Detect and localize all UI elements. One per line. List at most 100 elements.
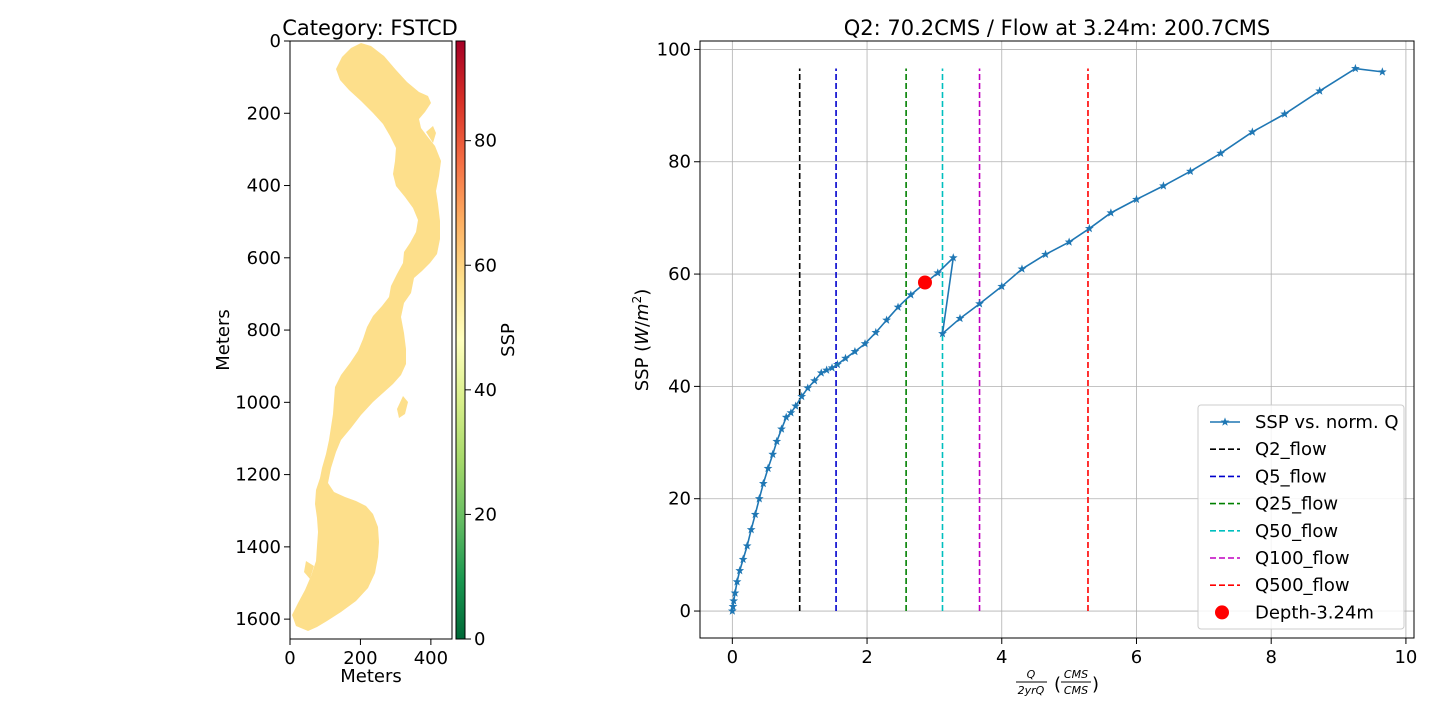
colorbar-label: SSP xyxy=(498,323,519,357)
heatmap-x-tick-label: 0 xyxy=(284,648,295,669)
series-ssp-line xyxy=(731,67,1383,612)
y-tick-label: 80 xyxy=(668,152,691,173)
legend-label: Q2_flow xyxy=(1255,439,1327,460)
heatmap-x-tick-label: 400 xyxy=(414,648,448,669)
x-tick-label: 4 xyxy=(996,647,1007,668)
series-ssp-point xyxy=(797,391,807,401)
series-ssp-point xyxy=(803,383,813,392)
series-ssp-point xyxy=(1132,194,1141,204)
colorbar: 0 20 40 60 80 SSP xyxy=(455,40,519,650)
heatmap-panel: Category: FSTCD 0 200 400 0200400600800100… xyxy=(213,16,519,687)
series-ssp-point xyxy=(777,424,786,433)
series-ssp-point xyxy=(948,253,958,262)
series-ssp-point xyxy=(997,281,1007,291)
legend-item-q5-flow: Q5_flow xyxy=(1210,466,1327,487)
heatmap-y-tick-label: 1600 xyxy=(235,609,281,630)
series-ssp-point xyxy=(750,509,760,519)
series-ssp-point xyxy=(746,525,756,534)
heatmap-plot-area xyxy=(289,40,453,640)
series-ssp-point xyxy=(1377,67,1387,76)
series-ssp-point xyxy=(841,353,850,363)
series-ssp-point xyxy=(732,577,742,586)
legend-label: SSP vs. norm. Q xyxy=(1255,412,1399,433)
legend-label: Q5_flow xyxy=(1255,466,1327,487)
heatmap-region-islet-south xyxy=(304,561,314,579)
heatmap-x-tick-label: 200 xyxy=(343,648,377,669)
line-chart-x-axis: 0 2 4 6 8 10 xyxy=(727,638,1417,668)
x-tick-label: 6 xyxy=(1131,647,1142,668)
heatmap-axes-frame xyxy=(289,40,453,640)
heatmap-y-axis-label: Meters xyxy=(213,309,234,371)
legend-star-swatch xyxy=(1220,417,1230,426)
heatmap-x-axis-label: Meters xyxy=(340,666,402,687)
y-tick-label: 0 xyxy=(680,601,691,622)
x-tick-label: 2 xyxy=(861,647,872,668)
x-label-denominator: 2yrQ xyxy=(1018,684,1045,697)
line-chart-y-axis-label: SSP (W/m2) xyxy=(630,289,653,392)
x-label-open-paren: ( xyxy=(1054,674,1061,695)
series-ssp-point xyxy=(1315,86,1325,95)
series-ssp-point xyxy=(735,566,745,575)
series-ssp-point xyxy=(738,554,748,564)
line-chart-title: Q2: 70.2CMS / Flow at 3.24m: 200.7CMS xyxy=(844,16,1271,40)
y-tick-label: 20 xyxy=(668,489,691,510)
legend-item-q500-flow: Q500_flow xyxy=(1210,575,1350,596)
series-ssp-point xyxy=(754,494,764,503)
series-ssp-point xyxy=(729,596,739,605)
series-ssp-point xyxy=(827,363,837,372)
heatmap-y-tick-label: 1200 xyxy=(235,465,281,486)
legend-label: Q100_flow xyxy=(1255,548,1350,569)
x-label-unit-denominator: CMS xyxy=(1064,684,1088,697)
series-ssp-point xyxy=(1041,249,1050,259)
colorbar-tick-label: 60 xyxy=(474,255,497,276)
series-ssp-point xyxy=(933,268,943,277)
x-label-close-paren: ) xyxy=(1092,674,1099,695)
x-label-unit-numerator: CMS xyxy=(1064,668,1088,681)
series-ssp-point xyxy=(810,376,819,385)
y-tick-label: 40 xyxy=(668,376,691,397)
series-ssp-point xyxy=(1017,264,1027,273)
heatmap-region xyxy=(292,43,441,631)
series-ssp-point xyxy=(742,541,752,550)
heatmap-y-tick-label: 400 xyxy=(247,176,281,197)
series-ssp-point xyxy=(1185,166,1195,176)
series-ssp-point xyxy=(860,339,870,348)
series-ssp-point xyxy=(882,315,891,324)
heatmap-y-tick-label: 1000 xyxy=(235,392,281,413)
line-chart-x-axis-label: Q 2yrQ ( CMS CMS ) xyxy=(1016,668,1099,697)
x-tick-label: 0 xyxy=(727,647,738,668)
legend-box xyxy=(1197,404,1405,630)
colorbar-tick-label: 40 xyxy=(474,380,497,401)
heatmap-y-tick-label: 200 xyxy=(247,103,281,124)
depth-marker-point xyxy=(917,275,932,290)
x-label-numerator: Q xyxy=(1027,668,1036,681)
series-ssp-point xyxy=(906,290,916,299)
series-ssp-point xyxy=(781,412,791,422)
series-ssp-point xyxy=(850,346,860,356)
heatmap-y-axis: 0 200 400 600 800 1000 1200 1400 1600 xyxy=(235,31,290,630)
heatmap-title: Category: FSTCD xyxy=(282,16,458,40)
heatmap-y-tick-label: 800 xyxy=(247,320,281,341)
line-chart-y-axis: 0 20 40 60 80 100 xyxy=(657,39,700,622)
heatmap-region-side-channel xyxy=(426,126,436,143)
series-ssp-point xyxy=(786,408,796,417)
heatmap-y-tick-label: 600 xyxy=(247,248,281,269)
series-ssp-point xyxy=(975,299,984,308)
colorbar-tick-label: 0 xyxy=(474,629,485,650)
x-tick-label: 10 xyxy=(1394,647,1417,668)
series-ssp-point xyxy=(772,436,782,446)
x-tick-label: 8 xyxy=(1265,647,1276,668)
colorbar-gradient xyxy=(455,40,466,640)
series-ssp-point xyxy=(1064,237,1074,246)
legend-item-depth-3-24m: Depth-3.24m xyxy=(1215,602,1374,623)
legend-items: SSP vs. norm. Q Q2_flow Q5_flow Q25_flow Q50… xyxy=(1210,412,1399,623)
series-ssp-point xyxy=(938,329,947,338)
series-ssp-point xyxy=(1351,63,1360,73)
series-ssp-point xyxy=(893,302,903,311)
heatmap-y-tick-label: 0 xyxy=(270,31,281,52)
heatmap-x-axis: 0 200 400 xyxy=(284,639,448,669)
legend-label: Q50_flow xyxy=(1255,521,1338,542)
series-ssp-point xyxy=(727,606,737,615)
series-ssp-point xyxy=(728,601,738,611)
